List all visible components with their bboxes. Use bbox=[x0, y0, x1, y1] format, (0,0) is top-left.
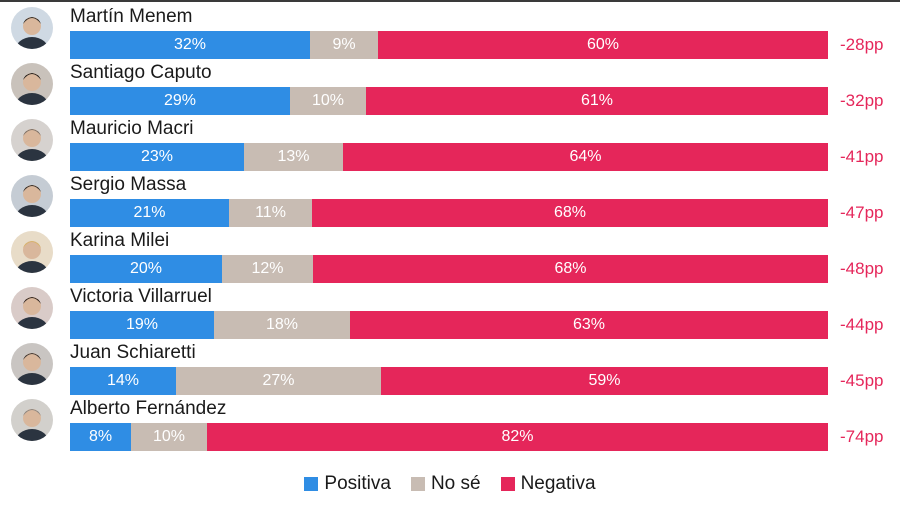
avatar bbox=[11, 7, 53, 49]
legend-item: Positiva bbox=[304, 473, 391, 495]
candidate-name: Martín Menem bbox=[70, 6, 193, 27]
net-difference: -48pp bbox=[840, 259, 884, 278]
legend-label: No sé bbox=[430, 473, 481, 494]
unsure-segment: 9% bbox=[310, 31, 378, 59]
unsure-segment: 13% bbox=[244, 143, 343, 171]
avatar bbox=[11, 119, 53, 161]
chart-legend: Positiva No sé Negativa bbox=[0, 473, 900, 495]
legend-swatch bbox=[410, 477, 425, 491]
positive-segment: 8% bbox=[70, 423, 131, 451]
chart-row: Karina Milei 20% 12% 68% -48pp bbox=[0, 227, 900, 283]
net-difference: -45pp bbox=[840, 371, 884, 390]
top-divider bbox=[0, 0, 900, 2]
stacked-bar: 8% 10% 82% bbox=[70, 423, 828, 451]
positive-segment: 29% bbox=[70, 87, 290, 115]
negative-segment: 64% bbox=[343, 143, 828, 171]
stacked-bar: 29% 10% 61% bbox=[70, 87, 828, 115]
net-difference: -74pp bbox=[840, 427, 884, 446]
avatar bbox=[11, 343, 53, 385]
avatar bbox=[11, 175, 53, 217]
negative-segment: 68% bbox=[313, 255, 828, 283]
stacked-bar: 32% 9% 60% bbox=[70, 31, 828, 59]
net-difference: -44pp bbox=[840, 315, 884, 334]
chart-row: Victoria Villarruel 19% 18% 63% -44pp bbox=[0, 283, 900, 339]
avatar bbox=[11, 399, 53, 441]
negative-segment: 63% bbox=[350, 311, 828, 339]
chart-row: Martín Menem 32% 9% 60% -28pp bbox=[0, 3, 900, 59]
chart-row: Juan Schiaretti 14% 27% 59% -45pp bbox=[0, 339, 900, 395]
stacked-bar: 20% 12% 68% bbox=[70, 255, 828, 283]
candidate-name: Victoria Villarruel bbox=[70, 286, 212, 307]
net-difference: -32pp bbox=[840, 91, 884, 110]
legend-swatch bbox=[500, 477, 515, 491]
chart-row: Alberto Fernández 8% 10% 82% -74pp bbox=[0, 395, 900, 451]
legend-label: Negativa bbox=[520, 473, 596, 494]
positive-segment: 23% bbox=[70, 143, 244, 171]
positive-segment: 21% bbox=[70, 199, 229, 227]
negative-segment: 60% bbox=[378, 31, 828, 59]
legend-item: No sé bbox=[410, 473, 481, 495]
positive-segment: 20% bbox=[70, 255, 222, 283]
chart-row: Sergio Massa 21% 11% 68% -47pp bbox=[0, 171, 900, 227]
chart-row: Santiago Caputo 29% 10% 61% -32pp bbox=[0, 59, 900, 115]
candidate-name: Sergio Massa bbox=[70, 174, 187, 195]
candidate-name: Alberto Fernández bbox=[70, 398, 227, 419]
stacked-bar: 14% 27% 59% bbox=[70, 367, 828, 395]
positive-segment: 32% bbox=[70, 31, 310, 59]
legend-item: Negativa bbox=[500, 473, 596, 495]
unsure-segment: 11% bbox=[229, 199, 312, 227]
candidate-name: Mauricio Macri bbox=[70, 118, 194, 139]
unsure-segment: 27% bbox=[176, 367, 381, 395]
stacked-bar: 19% 18% 63% bbox=[70, 311, 828, 339]
unsure-segment: 10% bbox=[131, 423, 207, 451]
avatar bbox=[11, 63, 53, 105]
stacked-bar: 21% 11% 68% bbox=[70, 199, 828, 227]
net-difference: -47pp bbox=[840, 203, 884, 222]
negative-segment: 59% bbox=[381, 367, 828, 395]
net-difference: -28pp bbox=[840, 35, 884, 54]
net-difference: -41pp bbox=[840, 147, 884, 166]
candidate-name: Karina Milei bbox=[70, 230, 170, 251]
legend-label: Positiva bbox=[324, 473, 391, 494]
positive-segment: 19% bbox=[70, 311, 214, 339]
chart-row: Mauricio Macri 23% 13% 64% -41pp bbox=[0, 115, 900, 171]
unsure-segment: 18% bbox=[214, 311, 350, 339]
negative-segment: 61% bbox=[366, 87, 828, 115]
candidate-name: Santiago Caputo bbox=[70, 62, 212, 83]
negative-segment: 82% bbox=[207, 423, 828, 451]
unsure-segment: 12% bbox=[222, 255, 313, 283]
negative-segment: 68% bbox=[312, 199, 828, 227]
positive-segment: 14% bbox=[70, 367, 176, 395]
avatar bbox=[11, 231, 53, 273]
stacked-bar: 23% 13% 64% bbox=[70, 143, 828, 171]
avatar bbox=[11, 287, 53, 329]
legend-swatch bbox=[304, 477, 319, 491]
candidate-name: Juan Schiaretti bbox=[70, 342, 196, 363]
unsure-segment: 10% bbox=[290, 87, 366, 115]
